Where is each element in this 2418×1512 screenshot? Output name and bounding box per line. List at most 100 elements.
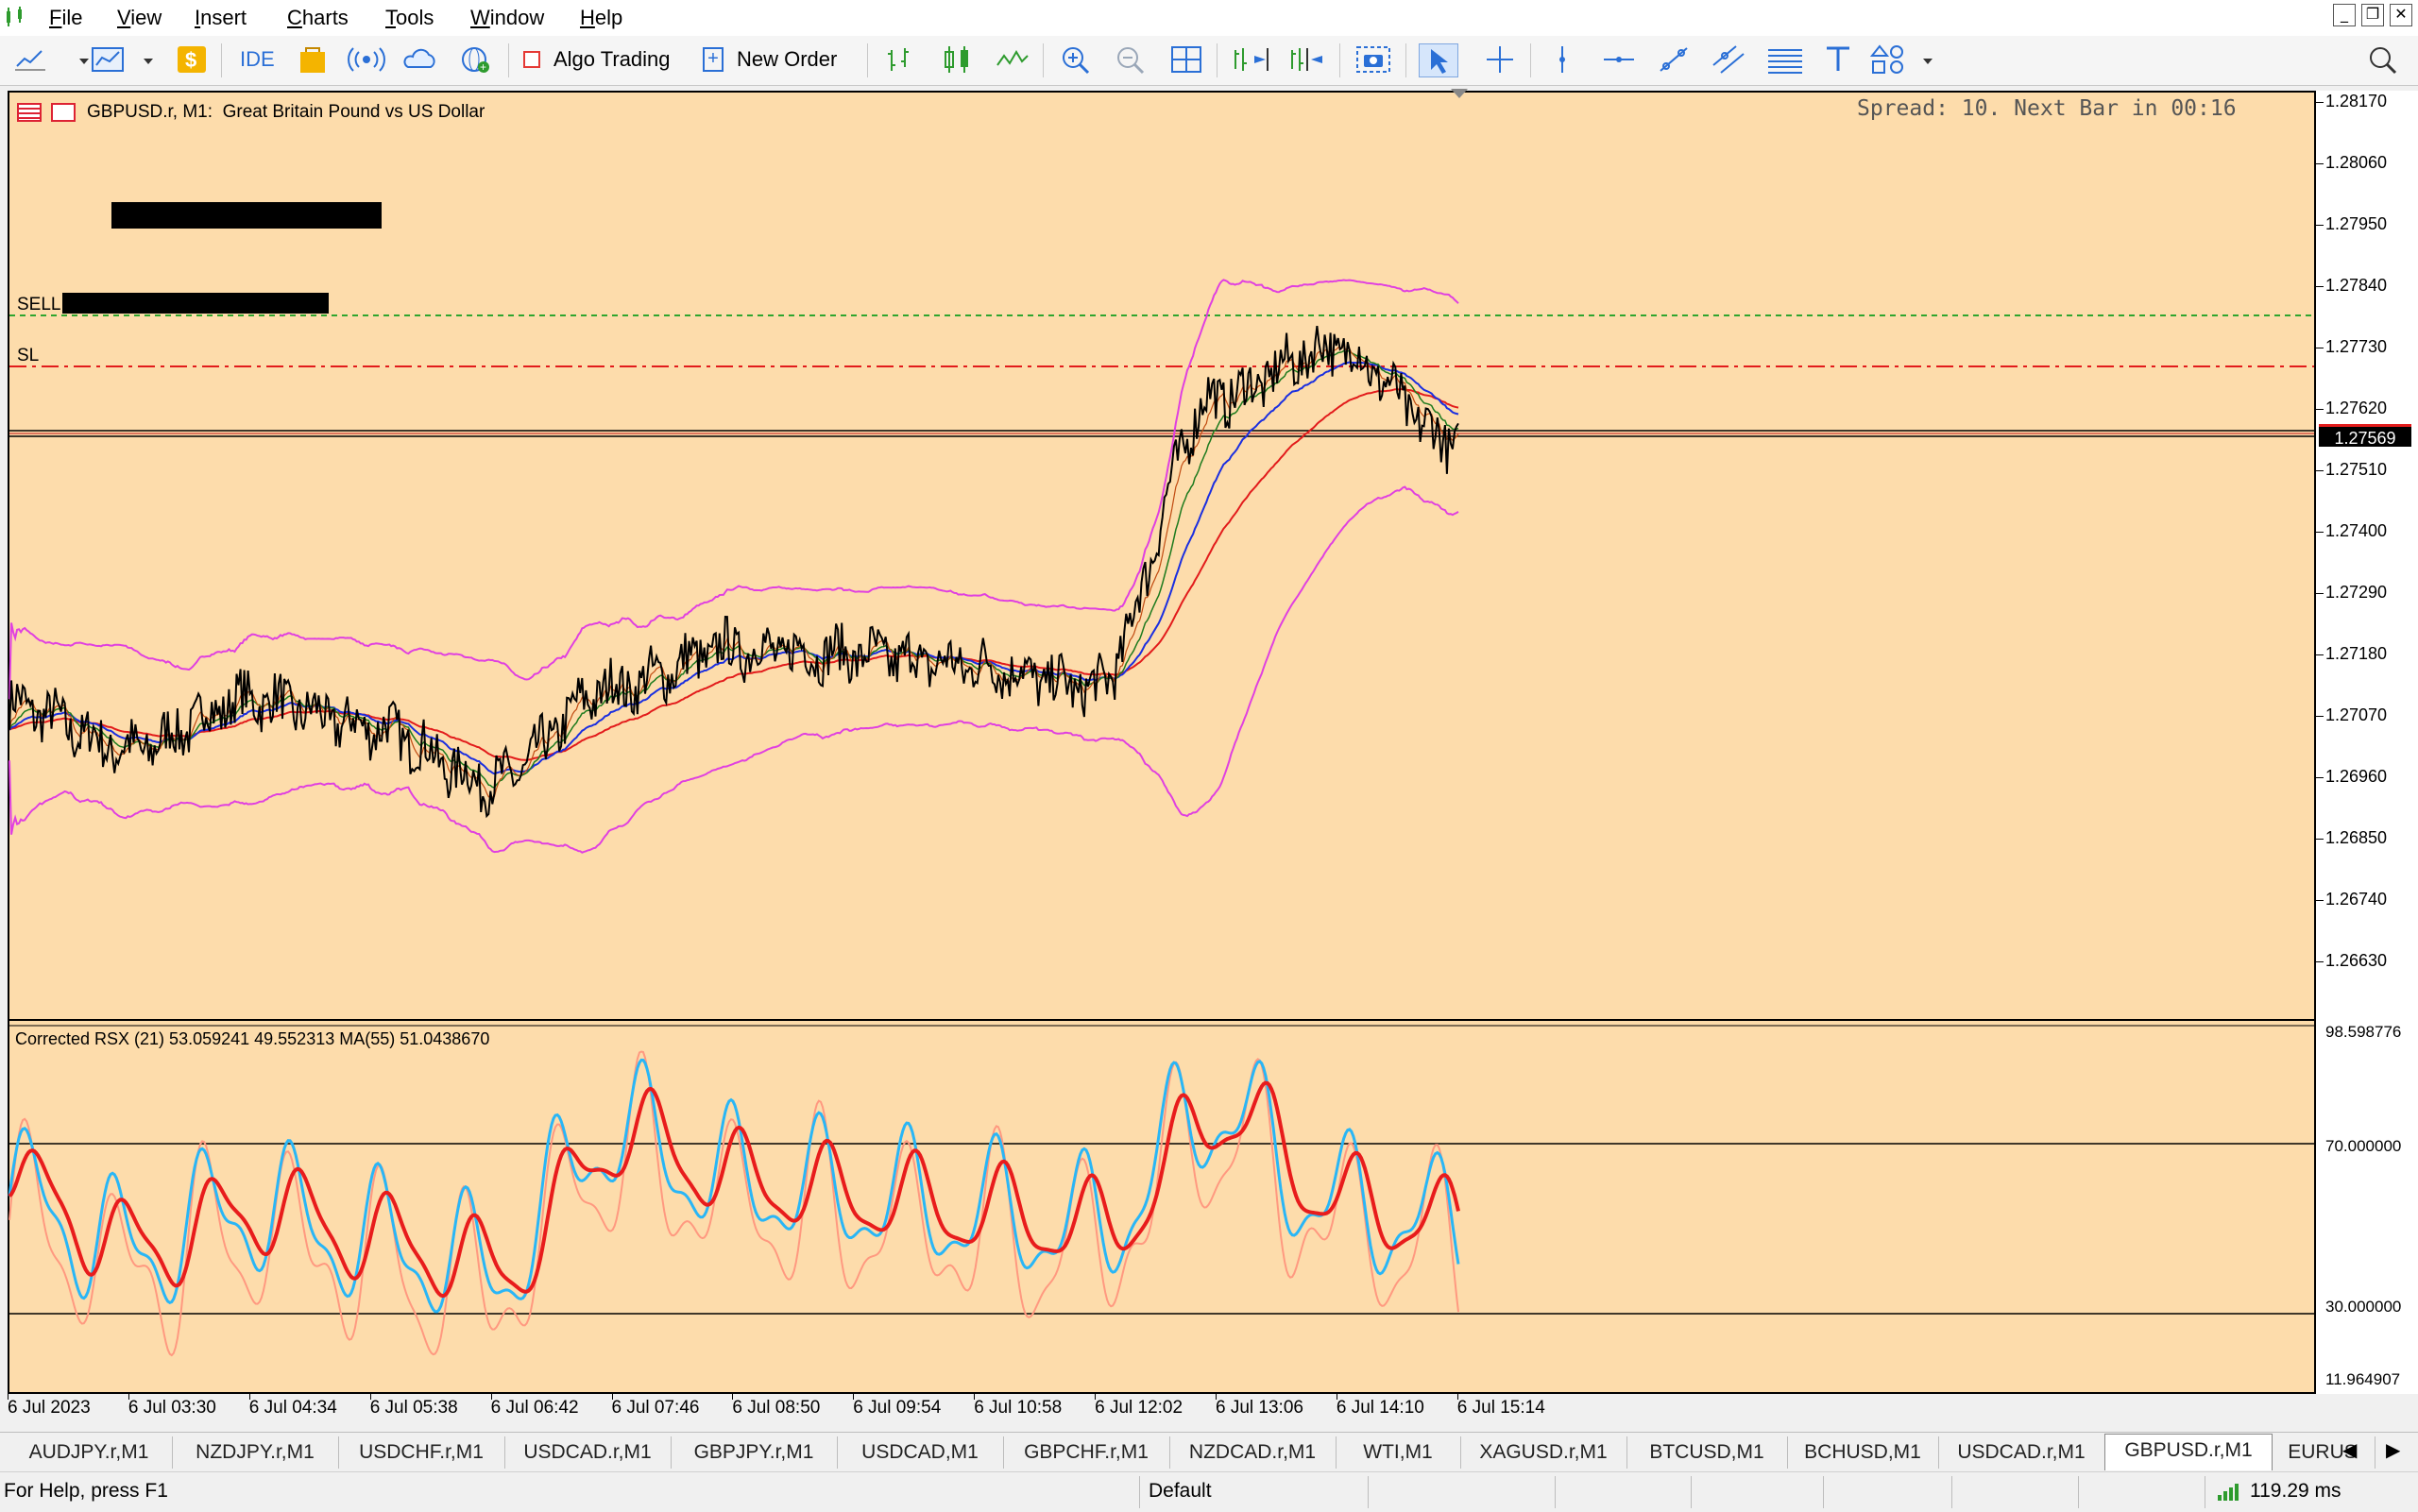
menu-bar: File View Insert Charts Tools Window Hel… bbox=[0, 0, 2418, 37]
trend-line-icon[interactable] bbox=[1657, 43, 1691, 76]
time-tick-label: 6 Jul 04:34 bbox=[248, 1398, 337, 1418]
indicators-dropdown-icon[interactable] bbox=[142, 43, 155, 76]
search-icon[interactable] bbox=[2367, 43, 2399, 76]
shapes-dropdown-icon[interactable] bbox=[1921, 43, 1934, 76]
chart-tab[interactable]: WTI,M1 bbox=[1336, 1436, 1461, 1469]
time-tick-label: 6 Jul 08:50 bbox=[732, 1398, 821, 1418]
bar-chart-icon[interactable] bbox=[884, 43, 918, 76]
zoom-out-icon[interactable] bbox=[1115, 43, 1149, 76]
tab-scroll-right-icon[interactable]: ▶ bbox=[2386, 1438, 2401, 1461]
price-tick-mark bbox=[2316, 532, 2324, 533]
price-tick-mark bbox=[2316, 900, 2324, 901]
menu-file[interactable]: File bbox=[49, 6, 83, 29]
chart-tab[interactable]: AUDJPY.r,M1 bbox=[6, 1436, 173, 1469]
fibonacci-icon[interactable] bbox=[1766, 43, 1804, 76]
chart-tab[interactable]: GBPUSD.r,M1 bbox=[2104, 1434, 2273, 1470]
time-tick-label: 6 Jul 12:02 bbox=[1095, 1398, 1183, 1418]
time-tick-mark bbox=[611, 1394, 613, 1400]
menu-charts[interactable]: Charts bbox=[287, 6, 349, 29]
minimize-icon[interactable]: _ bbox=[2333, 4, 2356, 26]
chart-properties-icon[interactable] bbox=[51, 103, 76, 122]
chart-shift-marker[interactable] bbox=[1451, 89, 1468, 98]
help-text: For Help, press F1 bbox=[4, 1480, 168, 1502]
vps-cloud-icon[interactable] bbox=[400, 43, 438, 76]
price-tick-mark bbox=[2316, 225, 2324, 226]
ma-red-line bbox=[9, 387, 1459, 761]
tile-windows-icon[interactable] bbox=[1169, 43, 1203, 76]
chart-tab[interactable]: BTCUSD,M1 bbox=[1626, 1436, 1788, 1469]
indicators-icon[interactable] bbox=[91, 43, 128, 76]
screenshot-icon[interactable] bbox=[1354, 43, 1392, 76]
chart-tab[interactable]: XAGUSD.r,M1 bbox=[1460, 1436, 1627, 1469]
price-tick-label: 1.26850 bbox=[2325, 828, 2388, 847]
lower-band-line bbox=[9, 485, 1459, 854]
menu-window[interactable]: Window bbox=[470, 6, 545, 29]
indicator-header: Corrected RSX (21) 53.059241 49.552313 M… bbox=[15, 1029, 490, 1048]
rsx-ma-line bbox=[8, 1080, 1460, 1299]
indicator-tick-label: 98.598776 bbox=[2325, 1023, 2402, 1041]
chart-tab[interactable]: USDCAD.r,M1 bbox=[1938, 1436, 2105, 1469]
line-type-icon[interactable] bbox=[996, 43, 1030, 76]
profile-name: Default bbox=[1149, 1480, 1212, 1502]
menu-help[interactable]: Help bbox=[580, 6, 623, 29]
chart-tab[interactable]: EURUS bbox=[2271, 1436, 2375, 1469]
time-tick-label: 6 Jul 10:58 bbox=[974, 1398, 1063, 1418]
price-tick-mark bbox=[2316, 470, 2324, 471]
chart-tab[interactable]: USDCAD.r,M1 bbox=[504, 1436, 672, 1469]
chart-tab[interactable]: GBPCHF.r,M1 bbox=[1003, 1436, 1170, 1469]
market-icon[interactable] bbox=[297, 43, 329, 76]
price-tick-label: 1.27840 bbox=[2325, 276, 2388, 295]
algo-trading-button[interactable]: Algo Trading bbox=[523, 43, 671, 76]
chart-tab[interactable]: NZDJPY.r,M1 bbox=[172, 1436, 339, 1469]
shapes-icon[interactable] bbox=[1870, 43, 1908, 76]
chart-tab[interactable]: USDCAD,M1 bbox=[837, 1436, 1004, 1469]
rsx-slow-line bbox=[9, 1050, 1459, 1357]
new-order-button[interactable]: + New Order bbox=[703, 43, 837, 76]
sell-label: SELL bbox=[17, 295, 61, 314]
time-tick-mark bbox=[1216, 1394, 1217, 1400]
chart-header: GBPUSD.r, M1: Great Britain Pound vs US … bbox=[17, 102, 485, 123]
close-icon[interactable]: ✕ bbox=[2390, 4, 2412, 26]
chart-menu-icon[interactable] bbox=[17, 103, 42, 122]
indicator-tick-label: 30.000000 bbox=[2325, 1298, 2402, 1317]
price-tick-label: 1.27400 bbox=[2325, 521, 2388, 540]
tab-scroll-left-icon[interactable]: ◀ bbox=[2342, 1438, 2358, 1461]
price-tick-mark bbox=[2316, 777, 2324, 778]
time-tick-label: 6 Jul 07:46 bbox=[611, 1398, 700, 1418]
chart-tab[interactable]: GBPJPY.r,M1 bbox=[671, 1436, 838, 1469]
cursor-icon[interactable] bbox=[1419, 43, 1458, 77]
time-tick-label: 6 Jul 13:06 bbox=[1216, 1398, 1303, 1418]
price-tick-label: 1.26740 bbox=[2325, 890, 2388, 909]
menu-insert[interactable]: Insert bbox=[195, 6, 247, 29]
connection-signal-icon bbox=[2216, 1482, 2240, 1508]
status-bar: For Help, press F1 Default 119.29 ms bbox=[0, 1471, 2418, 1512]
dollar-icon[interactable]: $ bbox=[176, 43, 208, 76]
signals-icon[interactable] bbox=[348, 43, 385, 76]
menu-view[interactable]: View bbox=[117, 6, 162, 29]
time-tick-mark bbox=[853, 1394, 855, 1400]
price-tick-label: 1.26630 bbox=[2325, 951, 2388, 970]
crosshair-icon[interactable] bbox=[1483, 43, 1517, 76]
ide-button[interactable]: IDE bbox=[240, 47, 275, 71]
auto-scroll-icon[interactable] bbox=[1230, 43, 1271, 76]
line-chart-icon[interactable] bbox=[13, 43, 47, 76]
chart-shift-icon[interactable] bbox=[1286, 43, 1328, 76]
horizontal-line-icon[interactable] bbox=[1602, 43, 1636, 76]
chart-dropdown-icon[interactable] bbox=[55, 43, 93, 76]
chart-tab[interactable]: BCHUSD,M1 bbox=[1787, 1436, 1939, 1469]
price-tick-mark bbox=[2316, 409, 2324, 410]
chart-tab[interactable]: NZDCAD.r,M1 bbox=[1169, 1436, 1337, 1469]
menu-tools[interactable]: Tools bbox=[385, 6, 434, 29]
price-tick-mark bbox=[2316, 839, 2324, 840]
vertical-line-icon[interactable] bbox=[1549, 43, 1575, 76]
channel-icon[interactable] bbox=[1711, 43, 1745, 76]
toolbar: $ IDE + Algo Trading + New Order bbox=[0, 36, 2418, 86]
text-icon[interactable] bbox=[1823, 43, 1853, 76]
web-icon[interactable]: + bbox=[457, 43, 495, 76]
zoom-in-icon[interactable] bbox=[1060, 43, 1094, 76]
restore-icon[interactable]: ❐ bbox=[2361, 4, 2384, 26]
chart-tab[interactable]: USDCHF.r,M1 bbox=[338, 1436, 505, 1469]
candlestick-icon[interactable] bbox=[941, 43, 975, 76]
price-tick-label: 1.28060 bbox=[2325, 153, 2388, 172]
